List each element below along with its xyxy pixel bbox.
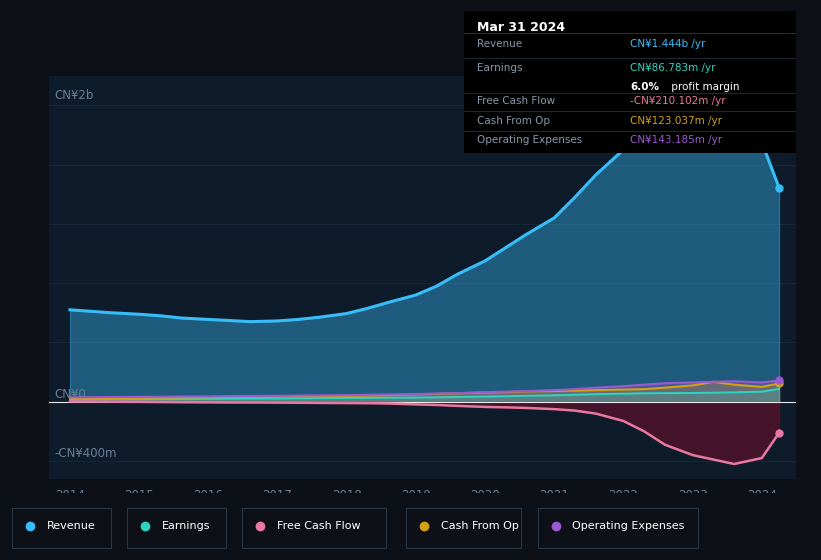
Text: Cash From Op: Cash From Op <box>477 116 550 127</box>
Text: 6.0%: 6.0% <box>631 82 659 92</box>
Text: CN¥0: CN¥0 <box>55 388 86 400</box>
Text: CN¥123.037m /yr: CN¥123.037m /yr <box>631 116 722 127</box>
Text: Free Cash Flow: Free Cash Flow <box>277 521 360 531</box>
Text: Free Cash Flow: Free Cash Flow <box>477 96 555 106</box>
Text: -CN¥210.102m /yr: -CN¥210.102m /yr <box>631 96 726 106</box>
Text: Cash From Op: Cash From Op <box>441 521 519 531</box>
Text: Revenue: Revenue <box>47 521 95 531</box>
Text: Revenue: Revenue <box>477 39 522 49</box>
Text: profit margin: profit margin <box>668 82 740 92</box>
Text: CN¥143.185m /yr: CN¥143.185m /yr <box>631 135 722 145</box>
Text: CN¥1.444b /yr: CN¥1.444b /yr <box>631 39 705 49</box>
Text: Operating Expenses: Operating Expenses <box>572 521 685 531</box>
Text: -CN¥400m: -CN¥400m <box>55 446 117 460</box>
Text: Mar 31 2024: Mar 31 2024 <box>477 21 566 34</box>
Text: Earnings: Earnings <box>162 521 210 531</box>
Text: Earnings: Earnings <box>477 63 523 73</box>
Text: CN¥86.783m /yr: CN¥86.783m /yr <box>631 63 716 73</box>
Text: CN¥2b: CN¥2b <box>55 89 94 102</box>
Text: Operating Expenses: Operating Expenses <box>477 135 582 145</box>
